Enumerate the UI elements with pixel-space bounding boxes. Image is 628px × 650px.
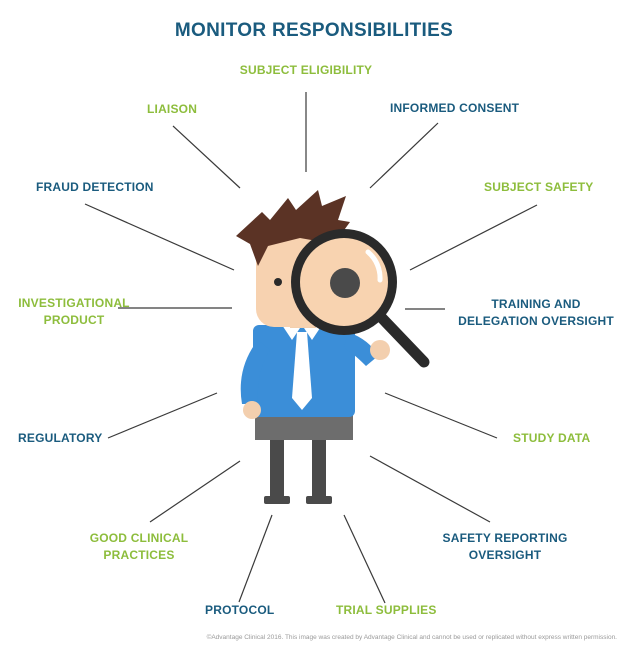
label-training-delegation-line1: TRAINING AND [491, 297, 581, 311]
eye [274, 278, 282, 286]
label-trial-supplies: TRIAL SUPPLIES [336, 603, 437, 617]
line-good-clinical-practices [149, 460, 241, 523]
right-arm [344, 332, 378, 366]
magnified-eye [330, 268, 360, 298]
label-investigational-product: INVESTIGATIONAL PRODUCT [8, 295, 140, 329]
hair [236, 190, 350, 266]
right-hand [370, 340, 390, 360]
line-informed-consent [369, 122, 439, 189]
label-investigational-product-line2: PRODUCT [43, 313, 105, 327]
label-good-clinical-practices: GOOD CLINICAL PRACTICES [74, 530, 204, 564]
left-leg [270, 430, 284, 502]
collar [282, 325, 302, 340]
line-regulatory [107, 392, 218, 439]
line-trial-supplies [343, 514, 386, 604]
label-informed-consent: INFORMED CONSENT [390, 101, 520, 115]
label-safety-reporting: SAFETY REPORTING OVERSIGHT [430, 530, 580, 564]
tie [292, 332, 312, 410]
line-subject-safety [409, 204, 538, 271]
magnifier-glare [365, 249, 383, 283]
label-subject-safety: SUBJECT SAFETY [484, 180, 594, 194]
magnifier-handle [374, 310, 430, 368]
label-protocol: PROTOCOL [205, 603, 275, 617]
label-training-delegation-line2: DELEGATION OVERSIGHT [458, 314, 614, 328]
left-hand [243, 401, 261, 419]
label-good-clinical-practices-line1: GOOD CLINICAL [89, 531, 189, 545]
line-protocol [238, 514, 273, 603]
left-shoe [264, 496, 290, 504]
label-investigational-product-line1: INVESTIGATIONAL [18, 296, 130, 310]
copyright-footer: ©Advantage Clinical 2016. This image was… [206, 634, 617, 641]
line-liaison [172, 125, 241, 189]
left-arm [240, 340, 270, 404]
label-safety-reporting-line1: SAFETY REPORTING [442, 531, 568, 545]
label-study-data: STUDY DATA [513, 431, 591, 445]
label-safety-reporting-line2: OVERSIGHT [468, 548, 542, 562]
label-good-clinical-practices-line2: PRACTICES [103, 548, 175, 562]
label-subject-eligibility: SUBJECT ELIGIBILITY [239, 63, 373, 77]
line-fraud-detection [84, 203, 235, 271]
label-regulatory: REGULATORY [18, 431, 103, 445]
line-safety-reporting [369, 455, 491, 523]
label-liaison: LIAISON [147, 102, 198, 116]
label-fraud-detection: FRAUD DETECTION [36, 180, 154, 194]
collar-right [302, 325, 322, 340]
line-study-data [384, 392, 498, 439]
page-title: MONITOR RESPONSIBILITIES [174, 20, 454, 41]
label-training-delegation: TRAINING AND DELEGATION OVERSIGHT [448, 296, 624, 330]
right-leg [312, 430, 326, 502]
right-shoe [306, 496, 332, 504]
